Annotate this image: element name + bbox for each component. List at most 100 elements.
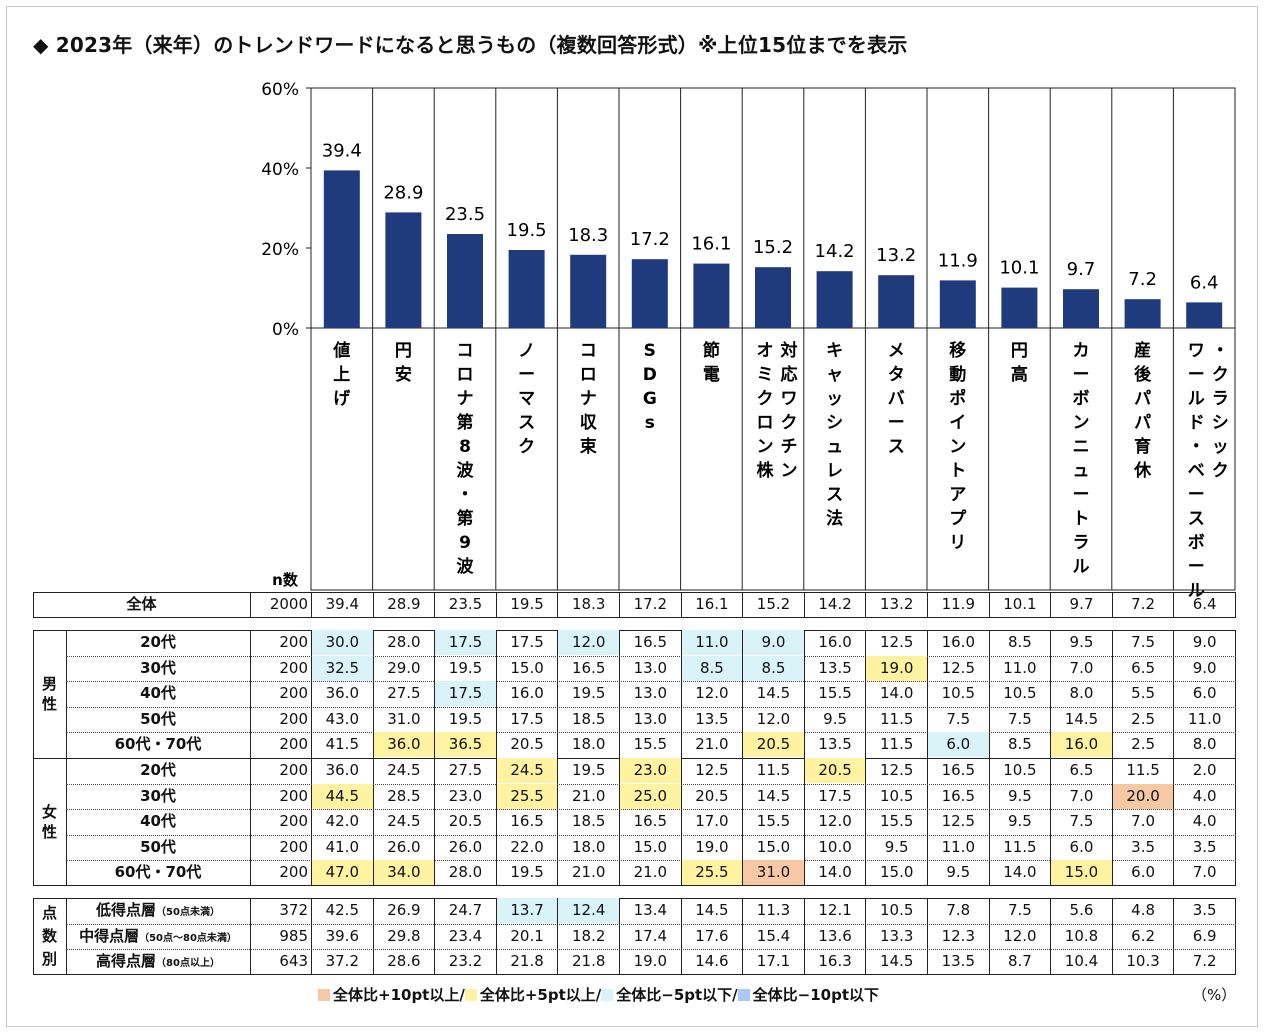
table-cell: 15.2 (756, 595, 791, 613)
row-label: 60代・70代 (114, 735, 202, 754)
bar-value-label: 6.4 (1190, 272, 1219, 293)
table-cell: 42.5 (325, 901, 359, 919)
table-cell: 26.9 (387, 901, 421, 919)
table-cell: 21.0 (571, 863, 606, 882)
table-cell: 20.5 (804, 758, 866, 783)
category-label: 波 (457, 460, 475, 481)
score-tier-range: （50点未満） (156, 907, 220, 918)
table-cell: 23.0 (620, 758, 681, 783)
table-cell: 10.5 (879, 901, 914, 919)
row-separator (66, 949, 1236, 951)
table-cell: 12.3 (941, 926, 975, 945)
n-value: 2000 (269, 595, 308, 613)
table-cell: 23.5 (448, 595, 483, 613)
category-label: ス (1188, 509, 1205, 529)
table-cell: 19.5 (510, 595, 544, 613)
bar-value-label: 10.1 (999, 258, 1039, 279)
table-cell: 7.5 (1007, 901, 1032, 919)
table-cell: 21.8 (510, 952, 544, 971)
n-value: 200 (279, 761, 308, 779)
table-cell: 15.5 (633, 735, 667, 754)
category-label: 9 (459, 533, 471, 553)
bar (1001, 287, 1038, 328)
table-vline (1111, 592, 1113, 618)
table-cell: 8.5 (743, 655, 804, 681)
table-cell: 14.5 (756, 786, 791, 805)
table-cell: 7.0 (1069, 658, 1094, 677)
category-label: パ (1134, 389, 1151, 409)
table-vline (495, 592, 497, 618)
y-tick-label: 0% (272, 320, 299, 340)
category-label: 8 (459, 437, 471, 457)
table-cell: 10.3 (1126, 952, 1160, 971)
table-cell: 14.5 (879, 952, 914, 971)
category-label: 節 (702, 340, 720, 361)
category-label: ワ (1188, 341, 1205, 361)
table-vline (803, 898, 805, 975)
table-vline (988, 898, 990, 975)
table-cell: 18.2 (571, 926, 606, 945)
category-label: ド (1188, 413, 1205, 433)
category-label: ロ (757, 413, 774, 433)
table-cell: 36.0 (325, 761, 359, 779)
table-cell: 29.8 (387, 926, 421, 945)
legend-label: 全体比+5pt以上/ (479, 986, 602, 1004)
table-cell: 3.5 (1131, 837, 1156, 856)
category-label: パ (1134, 413, 1151, 433)
table-cell: 11.0 (1003, 658, 1037, 677)
table-cell: 16.5 (941, 786, 975, 805)
category-label: ベ (1188, 461, 1205, 481)
category-label: ッ (1212, 437, 1229, 457)
legend-swatch (601, 988, 614, 1001)
legend-item: 全体比−5pt以下/ (601, 984, 738, 1005)
table-cell: 17.1 (756, 952, 791, 971)
table-cell: 26.0 (387, 837, 421, 856)
category-label: 産 (1134, 340, 1151, 361)
table-cell: 11.5 (1003, 837, 1037, 856)
category-label: ワ (781, 389, 798, 409)
table-cell: 13.2 (879, 595, 914, 613)
table-cell: 16.5 (941, 761, 975, 779)
category-label: キ (826, 341, 843, 361)
category-label: ミ (757, 365, 774, 385)
table-cell: 14.2 (818, 595, 852, 613)
table-cell: 42.0 (325, 812, 359, 831)
bar-value-label: 16.1 (691, 234, 731, 255)
category-label: s (645, 413, 655, 433)
table-cell: 19.5 (448, 658, 483, 677)
group-label-char: 数 (41, 927, 57, 945)
table-cell: 24.5 (496, 758, 558, 783)
table-cell: 12.0 (558, 630, 619, 655)
category-label: イ (949, 413, 966, 433)
table-cell: 14.5 (695, 901, 729, 919)
row-separator (66, 923, 1236, 925)
table-cell: 2.5 (1131, 735, 1156, 754)
category-label: ー (1188, 485, 1205, 505)
category-label: ナ (457, 389, 474, 409)
category-label: 対 (780, 340, 798, 361)
n-value: 200 (279, 658, 308, 677)
row-separator (66, 860, 1236, 862)
bar (693, 263, 730, 328)
table-cell: 17.5 (435, 630, 496, 655)
row-label: 20代 (140, 761, 176, 779)
table-cell: 12.0 (695, 684, 729, 703)
table-cell: 10.1 (1003, 595, 1037, 613)
category-label: ッ (826, 389, 843, 409)
bar-value-label: 17.2 (630, 229, 670, 250)
row-label: 40代 (140, 812, 176, 831)
n-value: 200 (279, 684, 308, 703)
table-cell: 15.5 (818, 684, 852, 703)
table-cell: 14.0 (818, 863, 852, 882)
table-cell: 12.4 (558, 898, 619, 923)
group-label-char: 点 (41, 904, 57, 922)
group-label-char: 男 (41, 675, 57, 693)
table-cell: 7.0 (1192, 863, 1217, 882)
category-label: バ (888, 389, 905, 409)
table-cell: 2.5 (1131, 709, 1156, 728)
table-cell: 6.0 (1131, 863, 1156, 882)
plot-border (310, 87, 1236, 591)
category-label: 株 (757, 460, 775, 481)
row-label: 高得点層（80点以上） (66, 949, 250, 974)
table-cell: 6.2 (1131, 926, 1156, 945)
